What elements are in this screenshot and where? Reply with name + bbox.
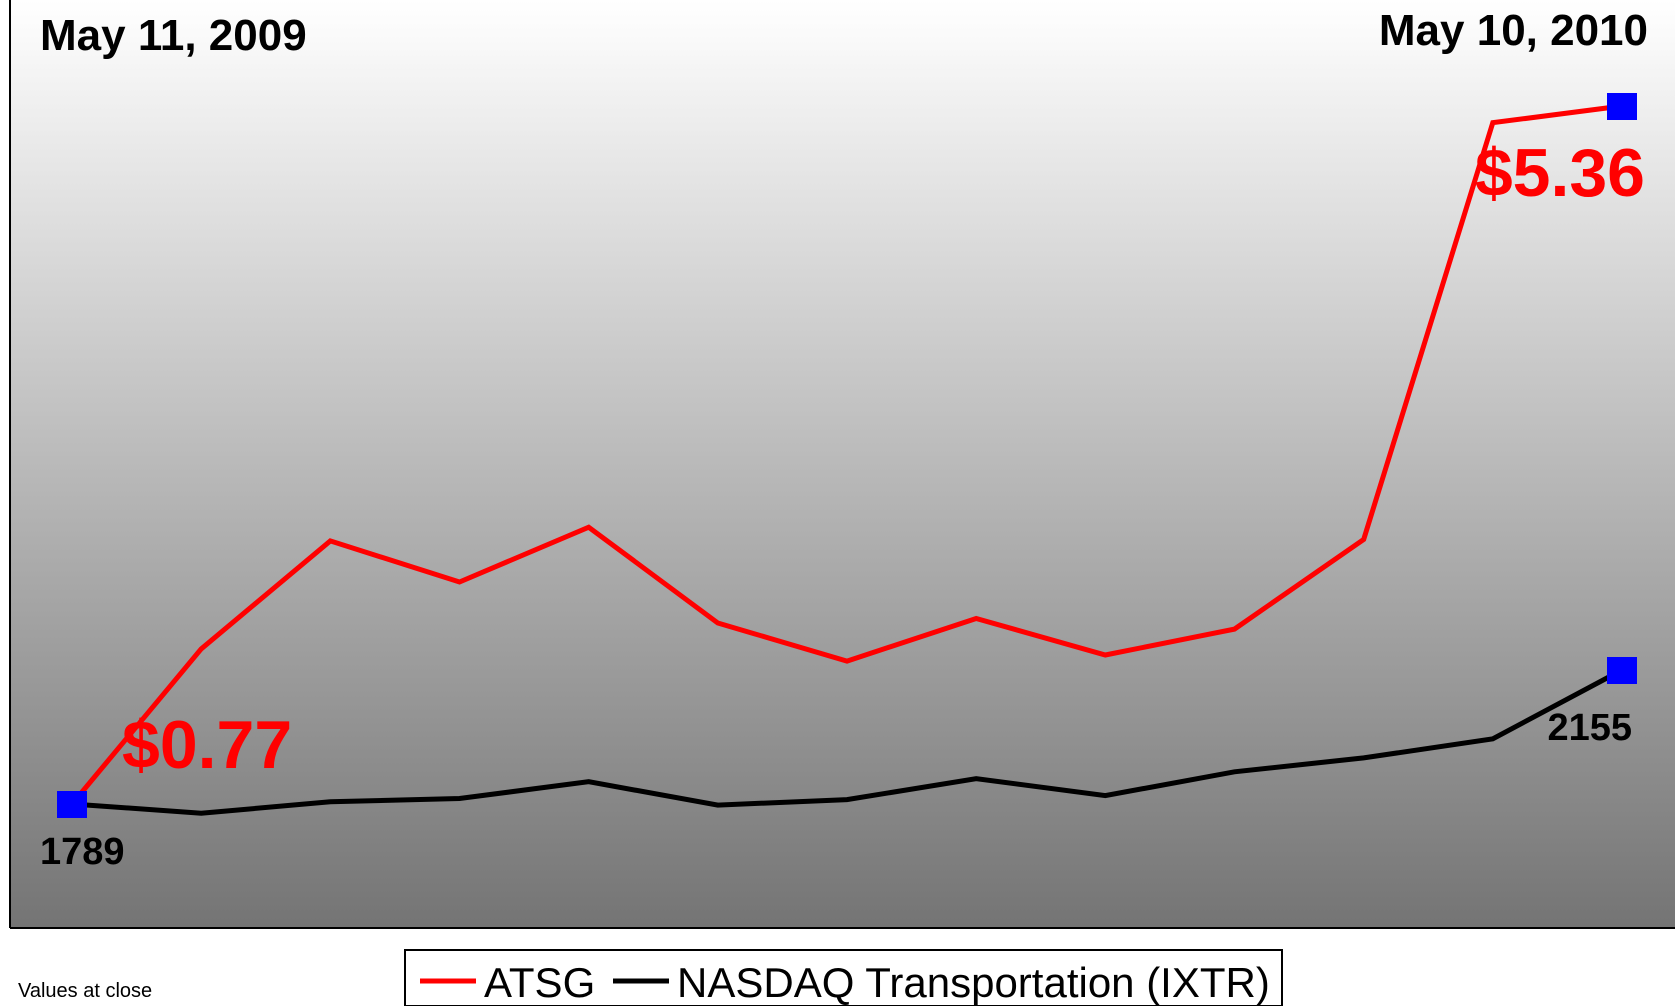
series-line-ixtr bbox=[71, 667, 1624, 816]
end-date-label: May 10, 2010 bbox=[1379, 6, 1648, 55]
atsg-end-value-label: $5.36 bbox=[1475, 135, 1645, 211]
atsg-start-value-label: $0.77 bbox=[122, 707, 292, 783]
ixtr-end-marker bbox=[1607, 657, 1637, 684]
legend-box bbox=[404, 949, 1283, 1006]
legend-label-ixtr: NASDAQ Transportation (IXTR) bbox=[677, 959, 1270, 1006]
legend: ATSG NASDAQ Transportation (IXTR) bbox=[404, 949, 1283, 1006]
legend-label-atsg: ATSG bbox=[484, 959, 595, 1006]
ixtr-end-value-label: 2155 bbox=[1547, 707, 1632, 749]
series-markers bbox=[57, 93, 1637, 818]
series-line-atsg bbox=[70, 103, 1623, 806]
plot-area bbox=[10, 0, 1675, 928]
ixtr-start-value-label: 1789 bbox=[40, 831, 125, 873]
values-note: Values at close bbox=[18, 980, 152, 1002]
atsg-start-marker bbox=[57, 791, 87, 818]
start-date-label: May 11, 2009 bbox=[40, 11, 307, 60]
atsg-end-marker bbox=[1607, 93, 1637, 120]
